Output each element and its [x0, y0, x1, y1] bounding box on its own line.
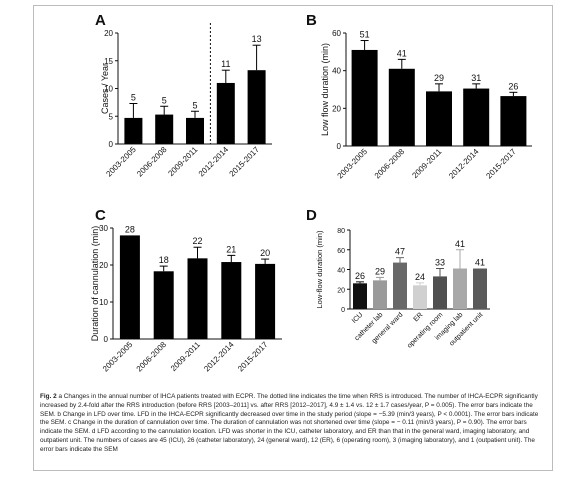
- y-axis-label: Duration of cannulation (min): [90, 226, 100, 342]
- data-label: 18: [159, 255, 169, 265]
- x-tick-label: 2006-2008: [135, 340, 169, 374]
- x-tick-label: 2009-2011: [410, 147, 443, 180]
- data-label: 28: [125, 224, 135, 234]
- data-label: 5: [131, 92, 136, 102]
- data-label: 20: [260, 248, 270, 258]
- y-tick-label: 20: [104, 29, 113, 38]
- data-label: 22: [192, 236, 202, 246]
- x-tick-label: 2012-2014: [197, 145, 231, 179]
- y-tick-label: 10: [104, 85, 113, 94]
- data-label: 5: [162, 95, 167, 105]
- y-tick-label: 60: [337, 248, 345, 255]
- bar: [119, 235, 140, 339]
- bar: [216, 82, 235, 144]
- panel-label-c: C: [95, 207, 106, 224]
- y-tick-label: 20: [332, 104, 341, 113]
- figure-frame: [33, 5, 553, 471]
- bar: [247, 70, 266, 144]
- bar: [393, 262, 407, 309]
- data-label: 26: [508, 81, 518, 91]
- x-tick-label: 2003-2005: [336, 147, 370, 181]
- y-tick-label: 5: [109, 112, 114, 121]
- y-tick-label: 0: [109, 140, 114, 149]
- data-label: 33: [435, 258, 445, 268]
- bar: [155, 114, 174, 144]
- x-tick-label: 2015-2017: [236, 340, 270, 374]
- x-tick-label: 2012-2014: [447, 147, 481, 181]
- x-tick-label: ICU: [351, 311, 364, 324]
- bar: [221, 262, 242, 339]
- bar: [433, 276, 447, 309]
- y-axis-label: Cases / Year: [100, 63, 110, 114]
- y-axis-label: Low flow duration (min): [320, 43, 330, 136]
- bar: [388, 68, 415, 146]
- y-tick-label: 40: [337, 268, 345, 275]
- y-tick-label: 0: [337, 142, 342, 151]
- bar: [413, 285, 427, 309]
- bar: [153, 271, 174, 339]
- caption-text: a Changes in the annual number of IHCA p…: [40, 393, 539, 453]
- x-tick-label: 2006-2008: [373, 147, 407, 181]
- bar: [426, 91, 452, 146]
- figure-caption: Fig. 2 a Changes in the annual number of…: [40, 393, 548, 455]
- y-tick-label: 40: [332, 67, 341, 76]
- x-tick-label: ER: [413, 311, 425, 323]
- data-label: 41: [397, 48, 407, 58]
- x-tick-label: 2009-2011: [169, 340, 202, 373]
- y-tick-label: 15: [104, 57, 113, 66]
- bar: [373, 280, 387, 309]
- data-label: 41: [455, 239, 465, 249]
- bar: [463, 88, 490, 146]
- x-tick-label: 2012-2014: [202, 340, 236, 374]
- data-label: 13: [252, 34, 262, 44]
- bar: [255, 263, 276, 339]
- bar: [187, 258, 208, 339]
- x-tick-label: 2009-2011: [166, 145, 199, 178]
- y-tick-label: 10: [99, 298, 108, 307]
- data-label: 24: [415, 272, 425, 282]
- panel-label-a: A: [95, 12, 106, 29]
- x-tick-label: operating room: [406, 311, 444, 349]
- y-axis-label: Low-flow duration (min): [315, 230, 324, 308]
- x-tick-label: 2015-2017: [484, 147, 518, 181]
- data-label: 31: [471, 73, 481, 83]
- y-tick-label: 30: [99, 224, 108, 233]
- data-label: 21: [226, 244, 236, 254]
- panel-label-d: D: [306, 207, 317, 224]
- data-label: 26: [355, 271, 365, 281]
- data-label: 41: [475, 258, 485, 268]
- x-tick-label: 2003-2005: [101, 340, 135, 374]
- y-tick-label: 20: [99, 261, 108, 270]
- x-tick-label: 2003-2005: [104, 145, 138, 179]
- caption-lead: Fig. 2: [40, 393, 57, 400]
- y-tick-label: 80: [337, 228, 345, 235]
- data-label: 47: [395, 247, 405, 257]
- bar: [473, 268, 487, 309]
- data-label: 29: [434, 73, 444, 83]
- x-tick-label: 2015-2017: [228, 145, 262, 179]
- data-label: 51: [360, 30, 370, 40]
- bar: [186, 117, 204, 144]
- data-label: 29: [375, 266, 385, 276]
- bar: [353, 283, 367, 309]
- data-label: 5: [192, 100, 197, 110]
- data-label: 11: [221, 59, 230, 69]
- y-tick-label: 60: [332, 29, 341, 38]
- bar: [124, 117, 143, 144]
- x-tick-label: 2006-2008: [135, 145, 169, 179]
- bar: [453, 268, 467, 309]
- bar: [500, 96, 527, 146]
- panel-label-b: B: [306, 12, 317, 29]
- y-tick-label: 0: [104, 335, 109, 344]
- y-tick-label: 20: [337, 287, 345, 294]
- y-tick-label: 0: [341, 307, 345, 314]
- bar: [351, 49, 378, 147]
